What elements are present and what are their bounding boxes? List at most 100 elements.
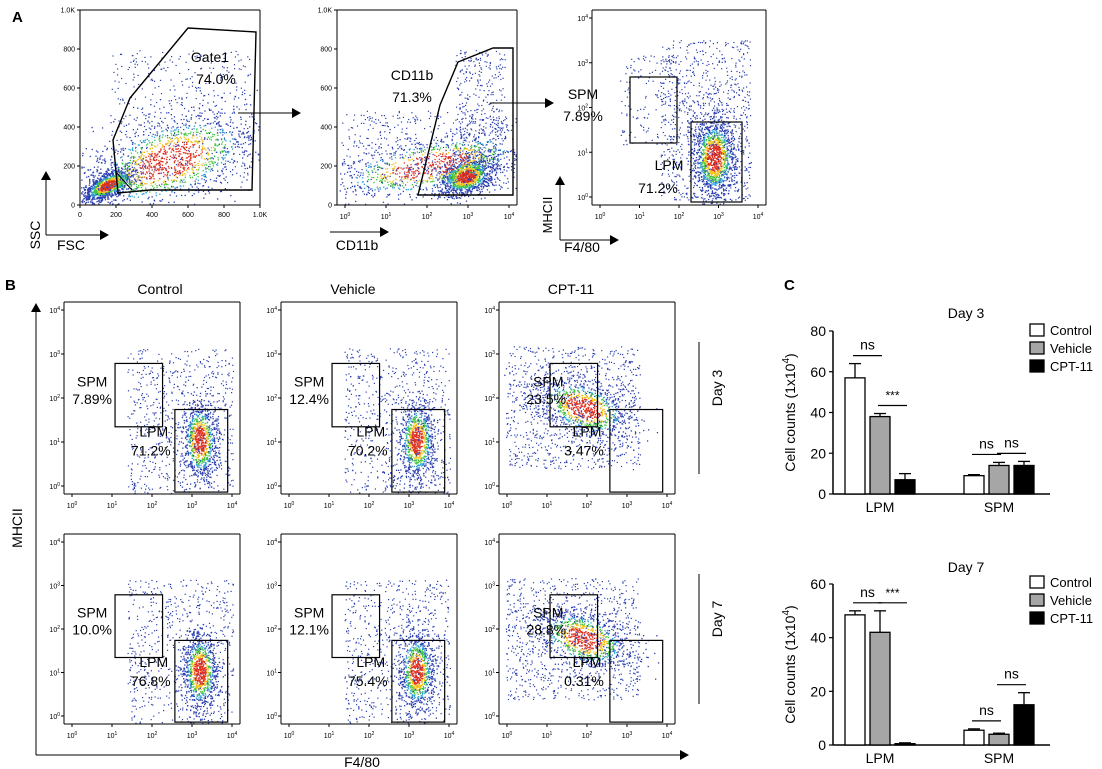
event-dot: [109, 179, 111, 181]
event-dot: [244, 168, 246, 170]
event-dot: [100, 177, 102, 179]
event-dot: [482, 153, 484, 155]
event-dot: [219, 129, 221, 131]
event-dot: [350, 174, 352, 177]
event-dot: [149, 153, 151, 155]
event-dot: [178, 153, 180, 155]
event-dot: [155, 159, 158, 161]
event-dot: [343, 185, 345, 187]
event-dot: [128, 165, 131, 167]
event-dot: [439, 147, 442, 149]
event-dot: [473, 169, 476, 171]
event-dot: [204, 167, 207, 169]
event-dot: [454, 176, 456, 178]
event-dot: [464, 178, 466, 180]
event-dot: [102, 181, 104, 183]
event-dot: [450, 159, 452, 161]
event-dot: [354, 168, 356, 170]
event-dot: [81, 201, 83, 203]
event-dot: [452, 176, 454, 178]
event-dot: [455, 175, 457, 178]
event-dot: [109, 202, 111, 205]
event-dot: [223, 61, 225, 63]
event-dot: [484, 164, 486, 166]
event-dot: [150, 159, 152, 161]
event-dot: [172, 149, 174, 151]
event-dot: [444, 175, 446, 177]
event-dot: [222, 66, 224, 68]
event-dot: [195, 155, 198, 157]
event-dot: [107, 187, 109, 189]
event-dot: [448, 152, 450, 154]
event-dot: [442, 191, 444, 193]
event-dot: [227, 160, 229, 162]
event-dot: [473, 151, 475, 153]
event-dot: [138, 83, 140, 85]
event-dot: [91, 194, 93, 197]
event-dot: [503, 150, 505, 152]
event-dot: [164, 167, 166, 169]
event-dot: [140, 156, 142, 158]
event-dot: [472, 166, 474, 169]
event-dot: [238, 133, 240, 135]
event-dot: [465, 181, 467, 183]
event-dot: [377, 176, 379, 178]
event-dot: [436, 148, 439, 150]
event-dot: [461, 179, 463, 181]
event-dot: [463, 175, 465, 178]
event-dot: [446, 169, 448, 171]
event-dot: [106, 194, 108, 196]
event-dot: [205, 164, 208, 166]
event-dot: [234, 146, 237, 148]
event-dot: [106, 177, 108, 180]
event-dot: [99, 191, 101, 193]
event-dot: [213, 113, 215, 115]
event-dot: [224, 112, 226, 114]
event-dot: [241, 147, 243, 149]
event-dot: [402, 190, 404, 193]
event-dot: [175, 158, 177, 160]
event-dot: [93, 186, 96, 188]
event-dot: [348, 136, 350, 138]
event-dot: [210, 122, 212, 124]
event-dot: [121, 156, 123, 158]
event-dot: [160, 185, 162, 188]
event-dot: [107, 184, 109, 186]
event-dot: [144, 125, 146, 128]
event-dot: [149, 113, 151, 115]
event-dot: [224, 157, 226, 159]
event-dot: [156, 186, 158, 189]
event-dot: [153, 159, 155, 161]
event-dot: [166, 151, 168, 153]
event-dot: [214, 126, 216, 128]
event-dot: [109, 180, 111, 182]
event-dot: [487, 183, 489, 185]
event-dot: [162, 181, 165, 184]
event-dot: [182, 145, 184, 148]
event-dot: [93, 179, 95, 181]
event-dot: [491, 163, 493, 165]
event-dot: [206, 132, 209, 135]
event-dot: [392, 180, 395, 182]
event-dot: [451, 164, 454, 166]
event-dot: [496, 162, 499, 164]
event-dot: [371, 194, 373, 197]
event-dot: [153, 199, 155, 201]
event-dot: [97, 184, 99, 187]
event-dot: [204, 164, 206, 166]
event-dot: [204, 110, 206, 112]
event-dot: [238, 97, 240, 99]
event-dot: [104, 160, 106, 162]
event-dot: [430, 146, 433, 148]
event-dot: [401, 185, 403, 187]
event-dot: [140, 186, 143, 189]
event-dot: [141, 160, 144, 162]
event-dot: [142, 168, 145, 170]
event-dot: [98, 190, 100, 192]
event-dot: [451, 167, 453, 170]
event-dot: [180, 172, 182, 174]
event-dot: [119, 103, 121, 105]
event-dot: [466, 193, 468, 195]
event-dot: [164, 149, 167, 152]
event-dot: [470, 191, 472, 193]
